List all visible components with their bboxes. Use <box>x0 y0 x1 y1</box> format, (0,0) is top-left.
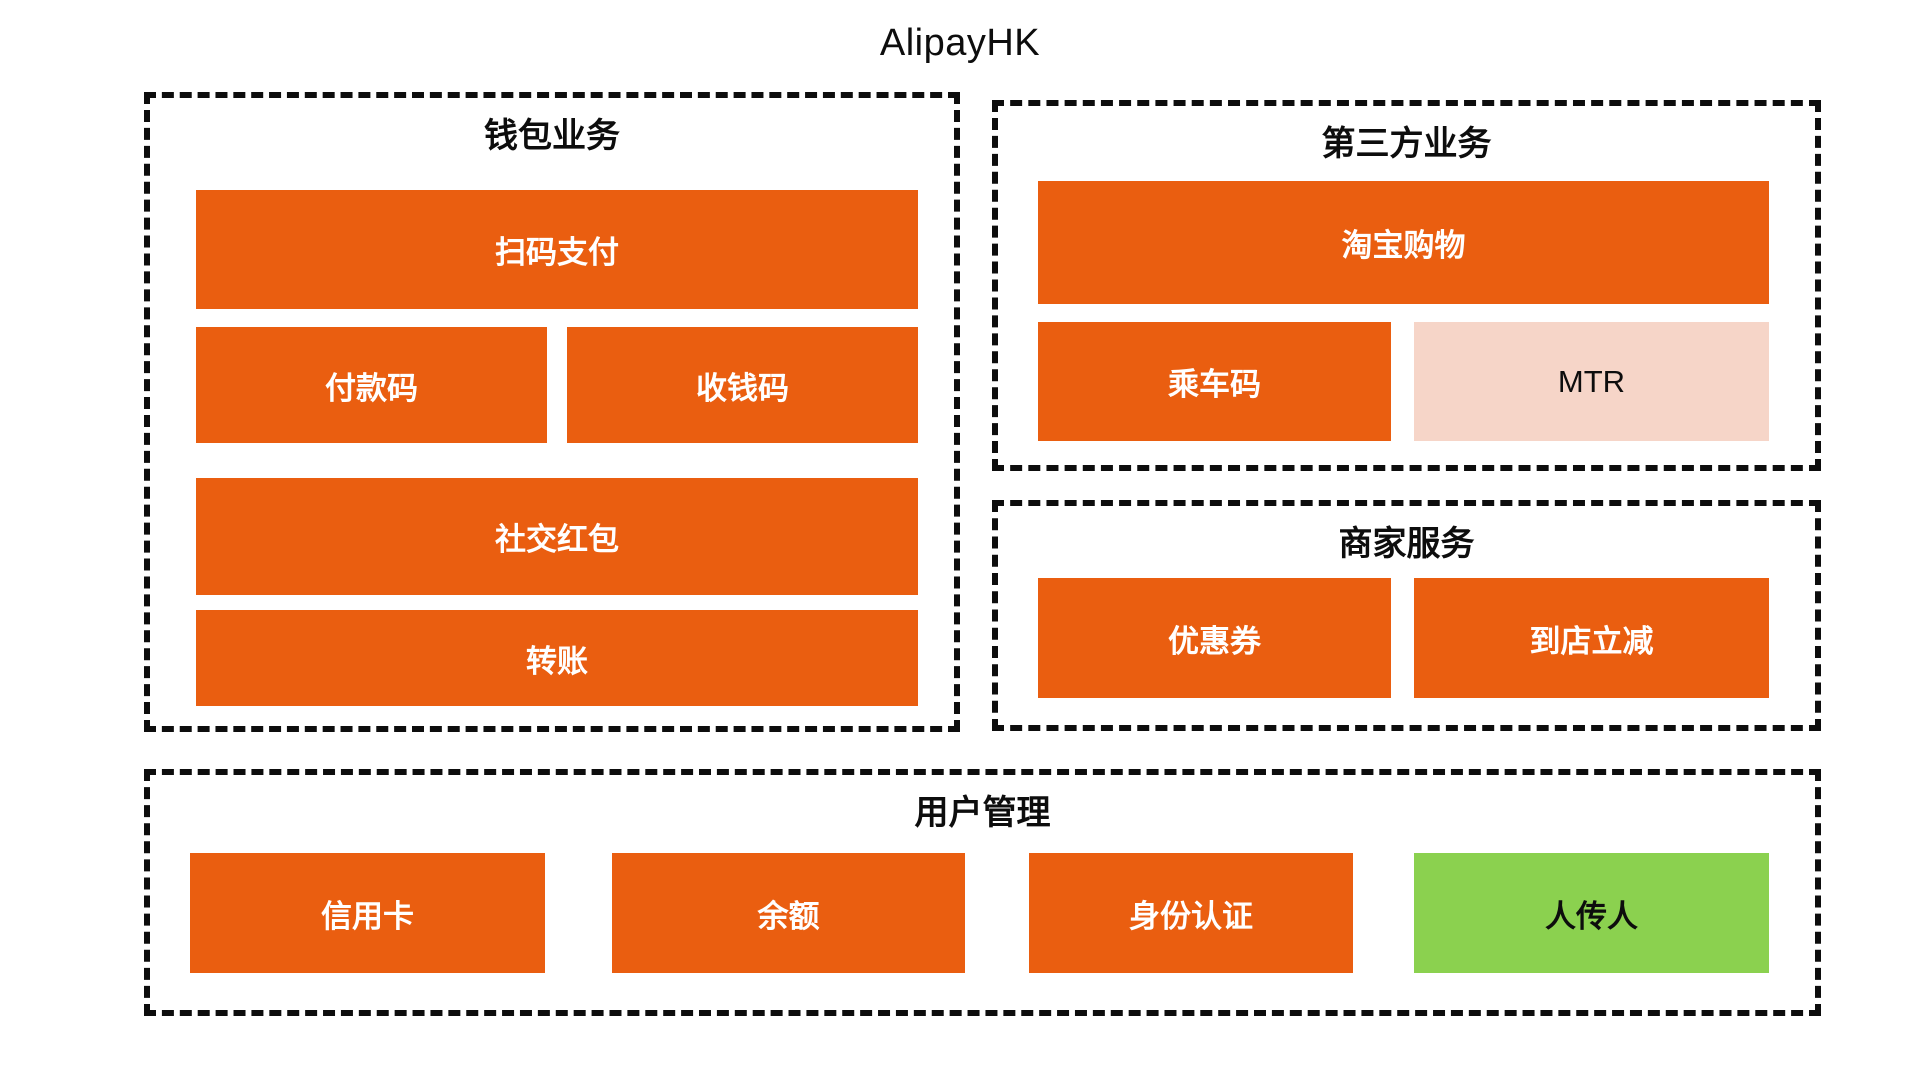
group-merchant-services: 商家服务 优惠券 到店立减 <box>992 500 1821 731</box>
node-coupon: 优惠券 <box>1038 578 1391 698</box>
group-wallet-title: 钱包业务 <box>484 117 620 155</box>
node-receive-code: 收钱码 <box>567 327 918 443</box>
node-scan-pay: 扫码支付 <box>196 190 918 309</box>
group-third-party-business: 第三方业务 淘宝购物 乘车码 MTR <box>992 100 1821 471</box>
group-merchant-title: 商家服务 <box>1338 525 1475 563</box>
group-wallet-business: 钱包业务 扫码支付 付款码 收钱码 社交红包 转账 <box>144 92 960 732</box>
group-third-party-title: 第三方业务 <box>1321 125 1492 163</box>
node-identity-verification: 身份认证 <box>1029 853 1353 973</box>
node-balance: 余额 <box>612 853 965 973</box>
diagram-title: AlipayHK <box>879 22 1041 64</box>
node-taobao-shopping: 淘宝购物 <box>1038 181 1769 304</box>
node-person-to-person: 人传人 <box>1414 853 1769 973</box>
node-pay-code: 付款码 <box>196 327 547 443</box>
node-ride-code: 乘车码 <box>1038 322 1391 441</box>
group-user-title: 用户管理 <box>914 794 1051 832</box>
node-social-redpacket: 社交红包 <box>196 478 918 595</box>
group-user-management: 用户管理 信用卡 余额 身份认证 人传人 <box>144 769 1821 1016</box>
node-transfer: 转账 <box>196 610 918 706</box>
node-mtr: MTR <box>1414 322 1769 441</box>
node-instore-discount: 到店立减 <box>1414 578 1769 698</box>
node-credit-card: 信用卡 <box>190 853 545 973</box>
